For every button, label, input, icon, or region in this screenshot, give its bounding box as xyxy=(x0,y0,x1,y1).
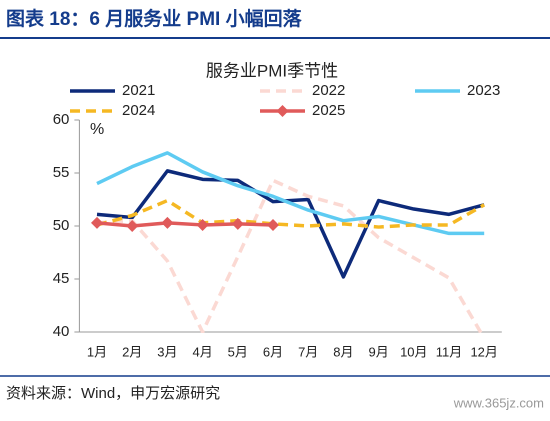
point-marker xyxy=(231,217,244,230)
y-tick-label: 55 xyxy=(53,164,70,181)
point-marker xyxy=(91,216,103,229)
x-tick-label: 3月 xyxy=(157,344,177,359)
y-tick-label: 40 xyxy=(53,323,70,340)
series-line xyxy=(96,221,274,228)
legend-label: 2021 xyxy=(122,82,155,99)
legend-label: 2024 xyxy=(122,102,155,119)
x-tick-label: 11月 xyxy=(436,344,463,359)
legend-label: 2025 xyxy=(312,102,345,119)
x-tick-label: 1月 xyxy=(87,344,107,359)
y-tick-label: 60 xyxy=(53,111,70,128)
chart-title: 服务业PMI季节性 xyxy=(206,61,338,80)
y-tick-label: 45 xyxy=(53,270,70,287)
series-line xyxy=(96,198,486,229)
legend-marker xyxy=(276,105,289,117)
point-marker xyxy=(126,220,139,232)
series-line xyxy=(96,151,485,236)
point-marker xyxy=(196,218,209,231)
watermark: www.365jz.com xyxy=(453,395,544,410)
footer-source: 资料来源：Wind，申万宏源研究 xyxy=(6,385,220,402)
point-marker xyxy=(267,218,279,231)
x-tick-label: 4月 xyxy=(192,344,212,359)
series-line xyxy=(96,178,484,333)
x-tick-label: 5月 xyxy=(228,344,248,359)
point-marker xyxy=(161,216,174,229)
x-tick-label: 9月 xyxy=(368,344,388,359)
y-unit: % xyxy=(90,121,104,138)
x-tick-label: 10月 xyxy=(400,344,427,359)
y-tick-label: 50 xyxy=(53,217,70,234)
plot-area xyxy=(91,151,486,333)
legend-label: 2022 xyxy=(312,82,345,99)
x-tick-label: 12月 xyxy=(470,344,497,359)
x-tick-label: 8月 xyxy=(333,344,353,359)
header-title: 图表 18：6 月服务业 PMI 小幅回落 xyxy=(6,7,303,30)
series-line xyxy=(96,169,485,279)
x-tick-label: 6月 xyxy=(263,344,283,359)
legend-label: 2023 xyxy=(467,82,500,99)
x-tick-label: 2月 xyxy=(122,344,142,359)
x-tick-label: 7月 xyxy=(298,344,318,359)
